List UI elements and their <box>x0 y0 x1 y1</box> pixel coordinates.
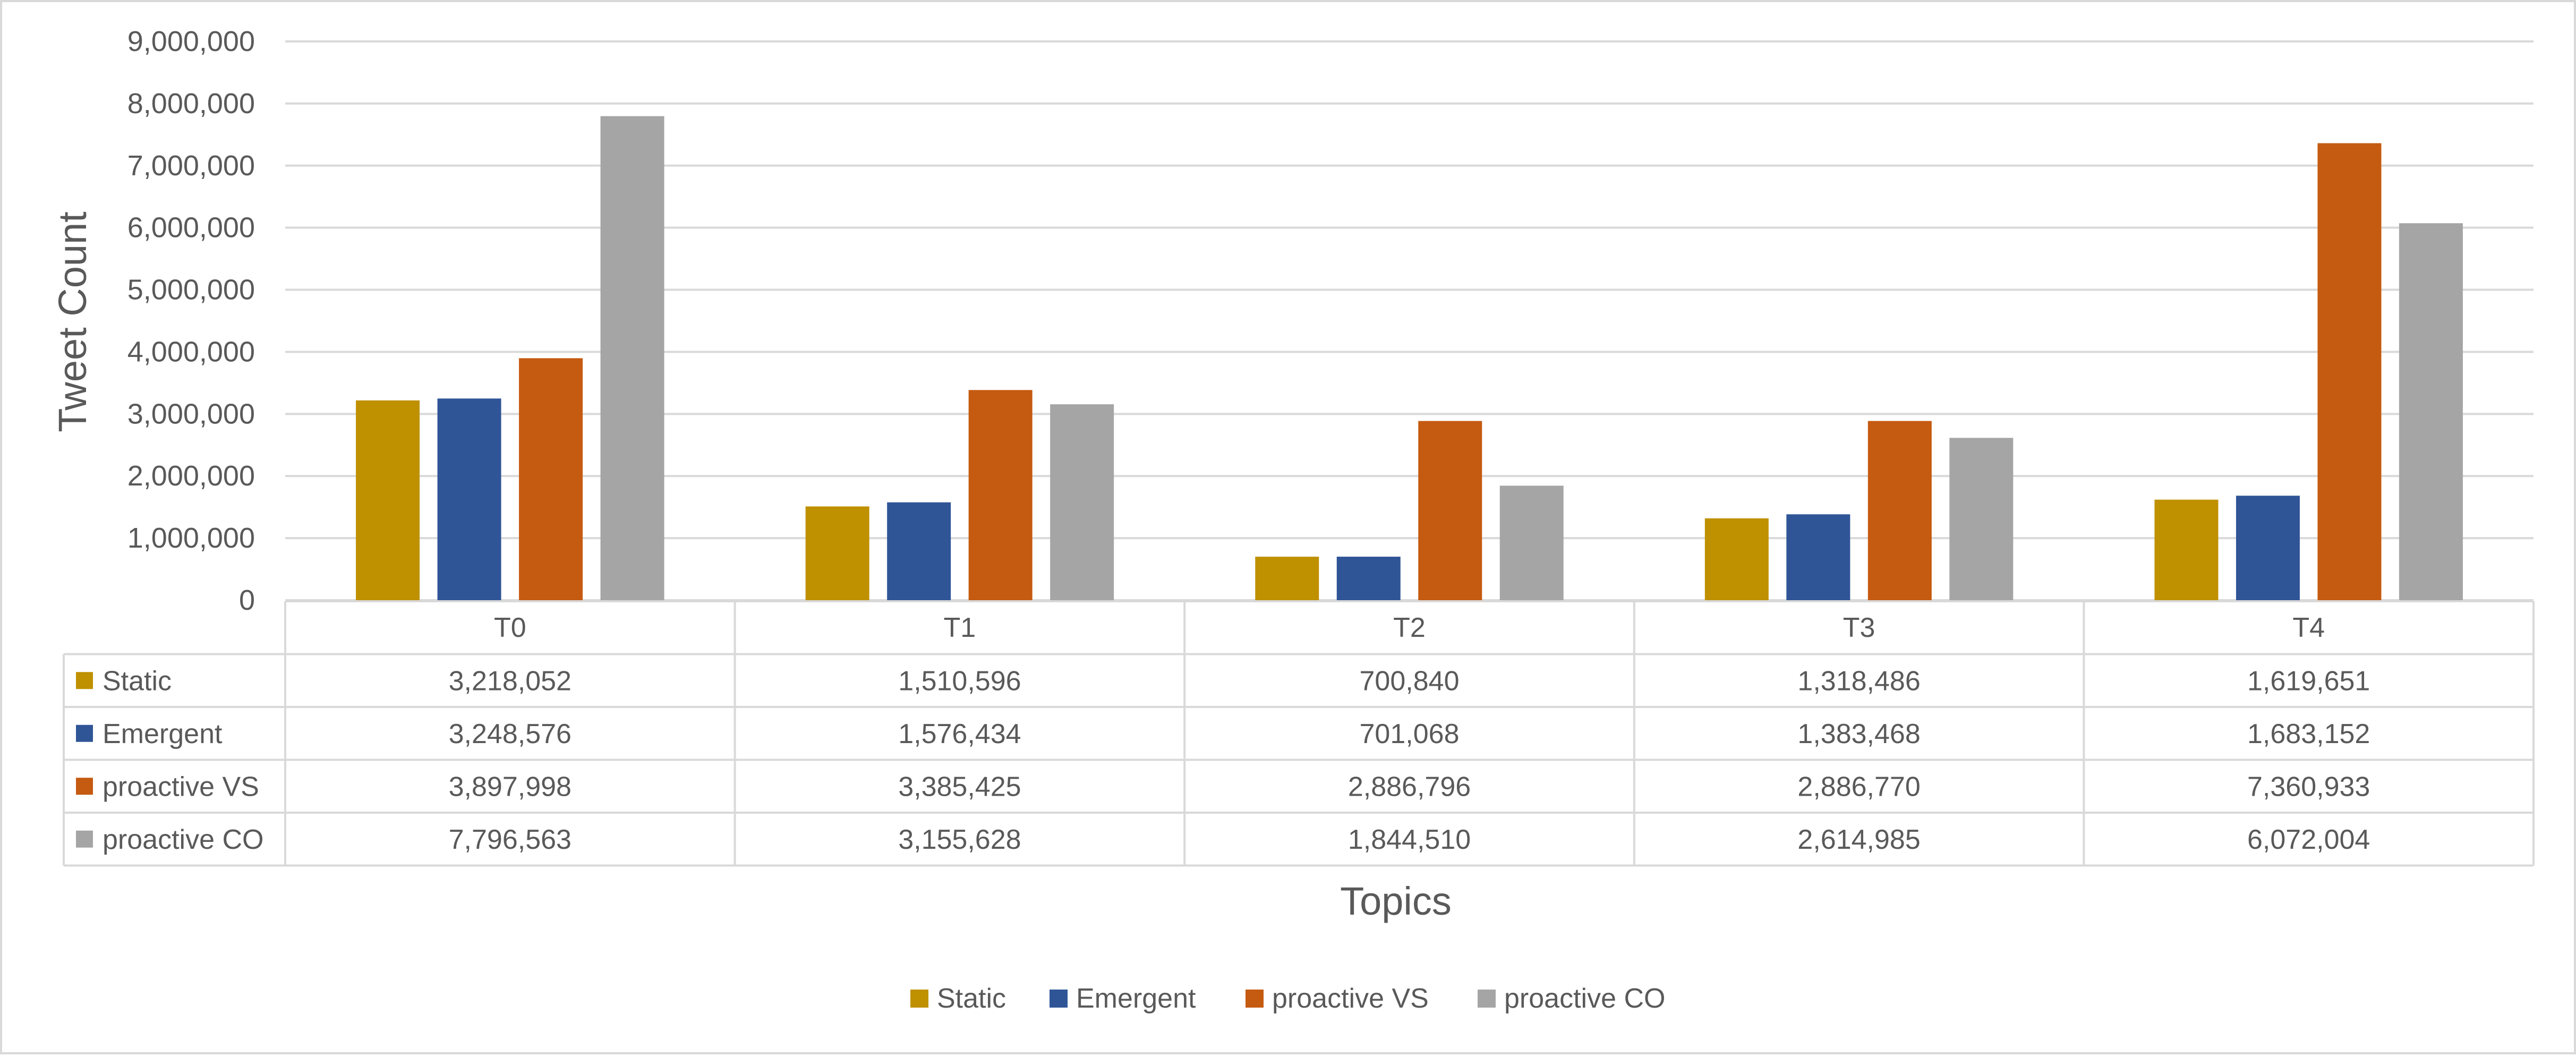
table-cell-value: 701,068 <box>1360 719 1460 749</box>
table-cell-value: 1,576,434 <box>898 719 1021 749</box>
table-cell-value: 3,248,576 <box>449 719 572 749</box>
table-cell-value: 3,897,998 <box>449 771 572 802</box>
bar-emergent-t4 <box>2236 496 2300 600</box>
bar-static-t2 <box>1255 557 1319 600</box>
table-cell-value: 2,886,796 <box>1348 771 1471 802</box>
table-series-name: Static <box>103 666 172 696</box>
legend-label: Emergent <box>1076 983 1196 1014</box>
bar-proactive-vs-t4 <box>2317 143 2382 600</box>
table-cell-value: 1,683,152 <box>2247 719 2370 749</box>
table-cell-value: 1,844,510 <box>1348 824 1471 855</box>
legend-label: Static <box>937 983 1006 1014</box>
table-legend-key <box>76 672 93 689</box>
bar-proactive-co-t3 <box>1949 438 2014 600</box>
y-tick-label: 3,000,000 <box>127 398 255 430</box>
table-series-name: proactive CO <box>103 824 263 855</box>
table-cell-value: 1,318,486 <box>1797 666 1920 696</box>
category-label: T4 <box>2292 612 2325 643</box>
y-tick-label: 1,000,000 <box>127 522 255 554</box>
table-cell-value: 2,614,985 <box>1797 824 1920 855</box>
bar-emergent-t3 <box>1786 514 1850 600</box>
y-tick-label: 5,000,000 <box>127 274 255 306</box>
table-cell-value: 1,383,468 <box>1797 719 1920 749</box>
y-tick-label: 8,000,000 <box>127 88 255 120</box>
table-series-name: Emergent <box>103 719 223 749</box>
table-cell-value: 6,072,004 <box>2247 824 2370 855</box>
x-axis-title: Topics <box>1340 879 1452 923</box>
table-cell-value: 7,360,933 <box>2247 771 2370 802</box>
category-label: T1 <box>944 612 976 643</box>
y-tick-label: 9,000,000 <box>127 25 255 57</box>
legend-label: proactive CO <box>1504 983 1665 1014</box>
table-legend-key <box>76 724 93 742</box>
table-cell-value: 1,510,596 <box>898 666 1021 696</box>
table-legend-key <box>76 778 93 795</box>
legend-key-emergent <box>1050 990 1068 1008</box>
table-cell-value: 700,840 <box>1360 666 1460 696</box>
table-cell-value: 7,796,563 <box>449 824 572 855</box>
table-cell-value: 3,155,628 <box>898 824 1021 855</box>
bar-proactive-co-t0 <box>600 116 664 601</box>
bar-proactive-co-t2 <box>1499 485 1564 600</box>
category-label: T0 <box>494 612 526 643</box>
bar-static-t3 <box>1704 518 1769 600</box>
category-label: T3 <box>1843 612 1875 643</box>
bar-proactive-vs-t1 <box>968 390 1033 600</box>
bar-emergent-t0 <box>437 398 501 600</box>
table-legend-key <box>76 830 93 848</box>
legend-key-static <box>910 990 928 1008</box>
bar-proactive-vs-t3 <box>1867 421 1932 600</box>
y-axis-title: Tweet Count <box>50 211 95 432</box>
category-label: T2 <box>1393 612 1426 643</box>
legend-label: proactive VS <box>1272 983 1429 1014</box>
table-cell-value: 1,619,651 <box>2247 666 2370 696</box>
y-tick-label: 4,000,000 <box>127 336 255 368</box>
table-cell-value: 2,886,770 <box>1797 771 1920 802</box>
table-cell-value: 3,385,425 <box>898 771 1021 802</box>
bar-static-t0 <box>356 400 420 600</box>
bar-proactive-co-t4 <box>2399 223 2463 600</box>
y-tick-label: 0 <box>239 584 255 616</box>
y-tick-label: 6,000,000 <box>127 212 255 244</box>
legend-key-proactive-vs <box>1246 990 1264 1008</box>
bar-proactive-co-t1 <box>1050 404 1114 600</box>
bar-proactive-vs-t2 <box>1418 421 1482 600</box>
bar-static-t1 <box>805 506 869 600</box>
y-tick-label: 2,000,000 <box>127 460 255 492</box>
y-tick-label: 7,000,000 <box>127 150 255 182</box>
bar-static-t4 <box>2154 499 2219 600</box>
table-cell-value: 3,218,052 <box>449 666 572 696</box>
bar-emergent-t1 <box>887 502 951 600</box>
legend-key-proactive-co <box>1478 990 1496 1008</box>
bar-emergent-t2 <box>1336 557 1401 600</box>
table-series-name: proactive VS <box>103 771 259 802</box>
bar-proactive-vs-t0 <box>519 358 583 600</box>
